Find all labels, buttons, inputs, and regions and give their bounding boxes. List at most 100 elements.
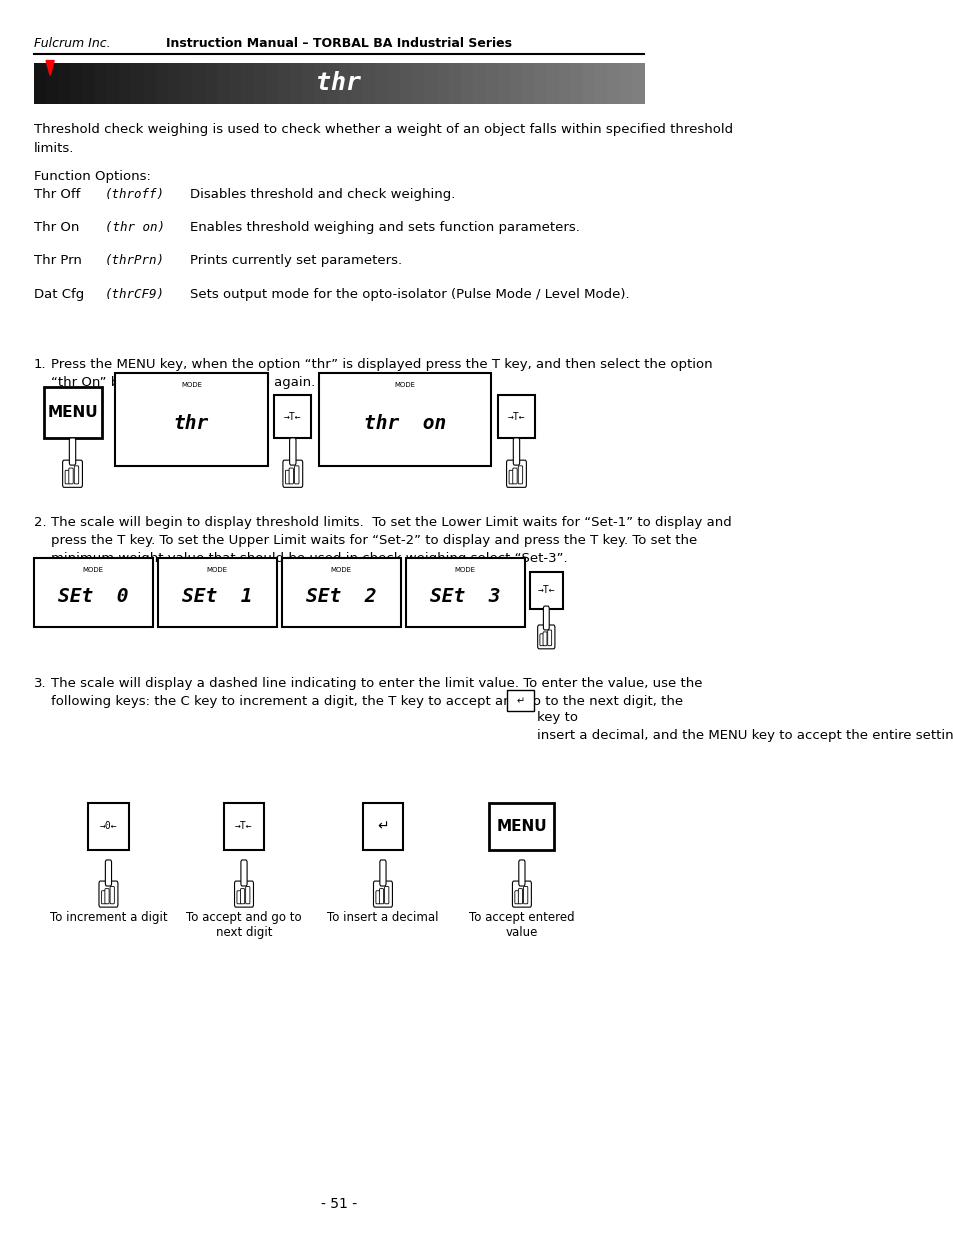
Text: MENU: MENU <box>48 405 98 420</box>
FancyBboxPatch shape <box>234 881 253 908</box>
Bar <box>338 63 352 104</box>
Bar <box>387 63 400 104</box>
Bar <box>534 63 546 104</box>
Text: key to
insert a decimal, and the MENU key to accept the entire setting.: key to insert a decimal, and the MENU ke… <box>537 711 953 742</box>
FancyBboxPatch shape <box>101 890 106 904</box>
Text: →0←: →0← <box>99 821 117 831</box>
FancyBboxPatch shape <box>63 461 82 488</box>
Bar <box>436 63 449 104</box>
FancyBboxPatch shape <box>282 558 400 627</box>
Bar <box>83 63 95 104</box>
FancyBboxPatch shape <box>245 887 250 904</box>
Bar <box>497 63 510 104</box>
Text: SEt  1: SEt 1 <box>182 587 253 605</box>
Bar <box>631 63 644 104</box>
Bar <box>46 63 59 104</box>
FancyBboxPatch shape <box>513 438 519 466</box>
FancyBboxPatch shape <box>289 468 294 484</box>
FancyBboxPatch shape <box>517 889 522 904</box>
Text: Enables threshold weighing and sets function parameters.: Enables threshold weighing and sets func… <box>190 221 579 235</box>
FancyBboxPatch shape <box>497 395 535 438</box>
Bar <box>94 63 108 104</box>
FancyBboxPatch shape <box>506 690 534 711</box>
Text: Dat Cfg: Dat Cfg <box>34 288 84 301</box>
Text: 2.: 2. <box>34 516 47 530</box>
Text: MODE: MODE <box>181 382 202 388</box>
Text: Prints currently set parameters.: Prints currently set parameters. <box>190 254 401 268</box>
FancyBboxPatch shape <box>375 890 379 904</box>
Bar <box>241 63 253 104</box>
FancyBboxPatch shape <box>539 634 543 646</box>
Text: thr: thr <box>173 415 209 433</box>
Bar <box>424 63 436 104</box>
FancyBboxPatch shape <box>223 803 264 850</box>
Text: MENU: MENU <box>496 819 546 834</box>
Bar <box>607 63 619 104</box>
Text: Press the MENU key, when the option “thr” is displayed press the T key, and then: Press the MENU key, when the option “thr… <box>51 358 712 389</box>
Bar <box>58 63 71 104</box>
Text: Sets output mode for the opto-isolator (Pulse Mode / Level Mode).: Sets output mode for the opto-isolator (… <box>190 288 629 301</box>
Text: (thrPrn): (thrPrn) <box>105 254 165 268</box>
Text: To insert a decimal: To insert a decimal <box>327 911 438 925</box>
Text: To accept entered
value: To accept entered value <box>469 911 574 940</box>
Text: SEt  0: SEt 0 <box>58 587 129 605</box>
FancyBboxPatch shape <box>379 889 383 904</box>
Text: MODE: MODE <box>395 382 416 388</box>
Bar <box>460 63 474 104</box>
Text: Fulcrum Inc.: Fulcrum Inc. <box>34 37 111 49</box>
Text: Disables threshold and check weighing.: Disables threshold and check weighing. <box>190 188 455 201</box>
Text: SEt  3: SEt 3 <box>430 587 500 605</box>
FancyBboxPatch shape <box>384 887 389 904</box>
FancyBboxPatch shape <box>110 887 114 904</box>
Text: (thrCF9): (thrCF9) <box>105 288 165 301</box>
Bar <box>558 63 571 104</box>
Text: (throff): (throff) <box>105 188 165 201</box>
FancyBboxPatch shape <box>373 881 392 908</box>
FancyBboxPatch shape <box>512 881 531 908</box>
FancyBboxPatch shape <box>283 461 302 488</box>
FancyBboxPatch shape <box>105 860 112 885</box>
Text: - 51 -: - 51 - <box>320 1197 356 1212</box>
FancyBboxPatch shape <box>69 468 73 484</box>
Bar <box>216 63 230 104</box>
Text: Thr On: Thr On <box>34 221 79 235</box>
Bar <box>107 63 120 104</box>
FancyBboxPatch shape <box>318 373 491 466</box>
Text: →T←: →T← <box>235 821 253 831</box>
Text: ↵: ↵ <box>376 819 389 834</box>
Bar <box>277 63 291 104</box>
Text: To increment a digit: To increment a digit <box>50 911 167 925</box>
FancyBboxPatch shape <box>99 881 118 908</box>
Text: ↵: ↵ <box>516 695 524 706</box>
Bar <box>570 63 583 104</box>
Text: Thr Off: Thr Off <box>34 188 80 201</box>
FancyBboxPatch shape <box>542 632 546 646</box>
Bar <box>132 63 144 104</box>
Text: MODE: MODE <box>455 567 476 573</box>
FancyBboxPatch shape <box>515 890 518 904</box>
FancyBboxPatch shape <box>115 373 268 466</box>
FancyBboxPatch shape <box>74 466 78 484</box>
Bar <box>314 63 327 104</box>
Text: →T←: →T← <box>283 411 301 422</box>
Bar <box>193 63 205 104</box>
Bar <box>71 63 83 104</box>
FancyBboxPatch shape <box>362 803 403 850</box>
Bar <box>119 63 132 104</box>
Bar <box>180 63 193 104</box>
Text: Function Options:: Function Options: <box>34 170 151 184</box>
Bar <box>266 63 278 104</box>
Text: The scale will display a dashed line indicating to enter the limit value. To ent: The scale will display a dashed line ind… <box>51 677 701 708</box>
Bar <box>595 63 607 104</box>
FancyBboxPatch shape <box>523 887 527 904</box>
Bar <box>229 63 242 104</box>
FancyBboxPatch shape <box>406 558 524 627</box>
FancyBboxPatch shape <box>547 630 551 646</box>
FancyBboxPatch shape <box>537 625 555 648</box>
FancyBboxPatch shape <box>518 860 524 885</box>
FancyBboxPatch shape <box>44 387 102 438</box>
FancyBboxPatch shape <box>65 471 70 484</box>
FancyBboxPatch shape <box>88 803 129 850</box>
FancyBboxPatch shape <box>240 889 244 904</box>
Text: (thr on): (thr on) <box>105 221 165 235</box>
